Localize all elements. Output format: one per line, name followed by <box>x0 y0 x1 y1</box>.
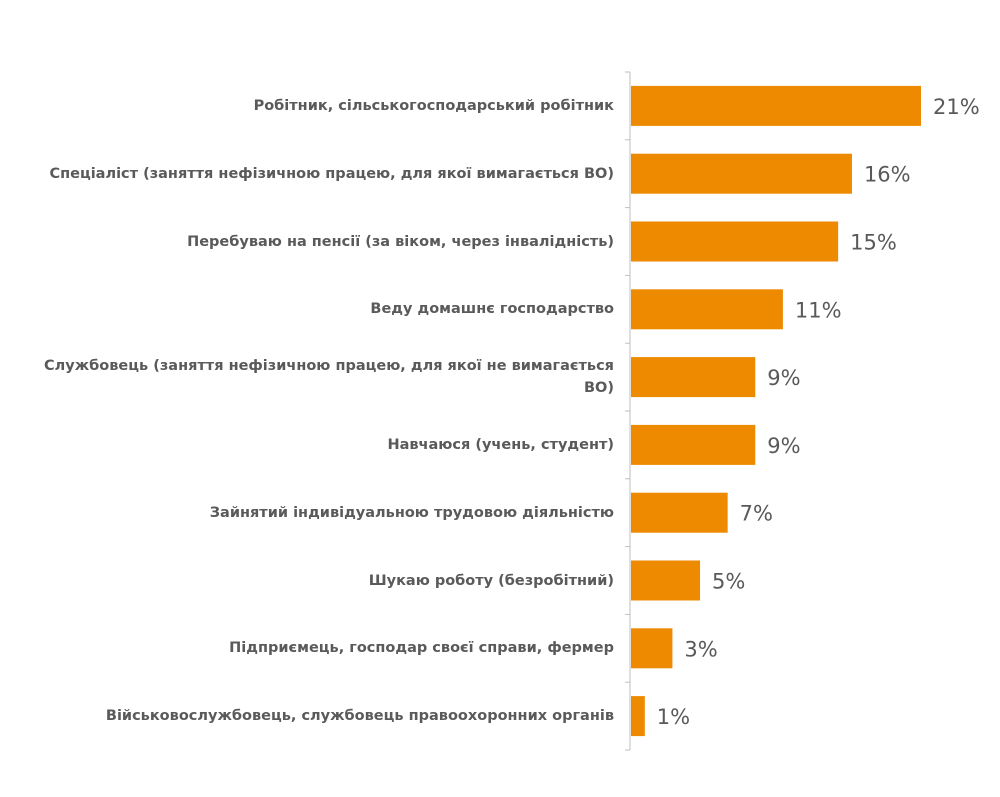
data-label: 5% <box>712 570 745 594</box>
bar <box>631 492 728 533</box>
category-label: Військовослужбовець, службовець правоохо… <box>105 708 614 725</box>
category-label: Спеціаліст (заняття нефізичною працею, д… <box>49 165 614 182</box>
category-label: Зайнятий індивідуальною трудовою діяльні… <box>209 504 614 521</box>
bar <box>631 153 852 194</box>
bar <box>631 221 839 262</box>
category-label: Робітник, сільськогосподарський робітник <box>253 97 614 114</box>
category-label: Шукаю роботу (безробітний) <box>368 572 614 589</box>
category-label: Веду домашнє господарство <box>370 301 614 318</box>
data-label: 16% <box>864 163 911 187</box>
bar <box>631 357 756 398</box>
data-label: 9% <box>767 434 800 458</box>
category-label: Перебуваю на пенсії (за віком, через інв… <box>187 233 614 250</box>
category-label: Навчаюся (учень, студент) <box>387 436 614 453</box>
bar <box>631 696 645 737</box>
data-label: 3% <box>684 637 717 661</box>
bar <box>631 424 756 465</box>
data-label: 7% <box>740 502 773 526</box>
data-label: 21% <box>933 95 980 119</box>
bar <box>631 85 921 126</box>
data-label: 1% <box>657 705 690 729</box>
data-label: 15% <box>850 231 897 255</box>
bar <box>631 628 673 669</box>
data-label: 11% <box>795 298 842 322</box>
category-label: Підприємець, господар своєї справи, ферм… <box>229 640 614 657</box>
bar <box>631 560 701 601</box>
bar <box>631 289 783 330</box>
category-label: Службовець (заняття нефізичною працею, д… <box>44 358 614 397</box>
data-label: 9% <box>767 366 800 390</box>
